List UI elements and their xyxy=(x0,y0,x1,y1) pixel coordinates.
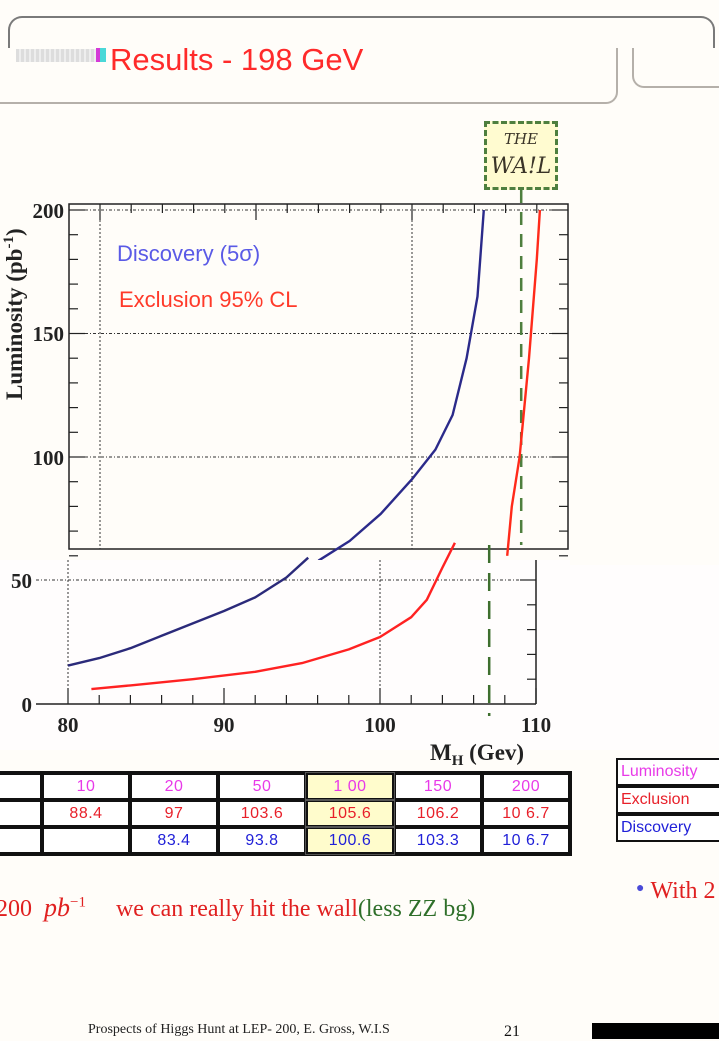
row-legend-luminosity: Luminosity xyxy=(616,758,719,787)
x-tick-label: 110 xyxy=(521,713,551,737)
bullet-icon: ● xyxy=(636,881,645,896)
x-axis-label-main: M xyxy=(430,740,452,765)
x-axis-label-unit: (Gev) xyxy=(463,740,524,765)
table-cell: 103.6 xyxy=(216,798,308,829)
panel-mask xyxy=(570,545,719,565)
conclusion-unit-text: pb xyxy=(44,893,70,922)
conclusion-main: we can really hit the wall xyxy=(115,896,358,922)
results-table: 10 20 50 1 00 150 200 88.4 97 103.6 105.… xyxy=(0,771,572,856)
y-axis-label-text: Luminosity (pb xyxy=(2,249,27,400)
table-cell: 200 xyxy=(480,771,572,802)
table-cell: 97 xyxy=(128,798,220,829)
x-tick-label: 80 xyxy=(58,713,79,737)
conclusion-unit-exp: −1 xyxy=(70,894,86,911)
table-row-exclusion: 88.4 97 103.6 105.6 106.2 10 6.7 xyxy=(0,798,572,829)
conclusion-note: (less ZZ bg) xyxy=(357,896,476,922)
title-side-box xyxy=(632,48,719,88)
x-tick-label: 100 xyxy=(364,713,396,737)
upper-y-tick-label: 200 xyxy=(33,199,65,223)
lower-series-exclusion xyxy=(91,542,456,691)
upper-y-tick-label: 150 xyxy=(33,322,65,346)
row-legend-table: Luminosity Exclusion Discovery xyxy=(616,758,719,842)
conclusion-unit: pb−1 xyxy=(44,893,86,922)
lower-y-tick-label: 50 xyxy=(11,569,32,593)
conclusion-text: 200 pb−1 we can really hit the wall(less… xyxy=(0,893,475,923)
the-wall-note: THE WA!L xyxy=(484,121,558,190)
table-row-luminosity: 10 20 50 1 00 150 200 xyxy=(0,771,572,802)
table-cell-highlighted: 100.6 xyxy=(304,825,396,856)
table-cell: 106.2 xyxy=(392,798,484,829)
upper-series-exclusion xyxy=(506,209,542,556)
y-axis-label-close: ) xyxy=(2,228,27,236)
slide-frame xyxy=(8,16,715,78)
lower-panel: 50 0 80 90 100 110 MH (Gev) xyxy=(0,542,719,769)
lower-y-tick-label: 0 xyxy=(22,693,33,717)
table-cell: 150 xyxy=(392,771,484,802)
footer-bar xyxy=(592,1023,719,1039)
title-artifact xyxy=(16,49,96,62)
wall-label-line1: THE xyxy=(503,130,539,148)
table-cell: 50 xyxy=(216,771,308,802)
table-row-label xyxy=(0,825,44,856)
lower-series-discovery xyxy=(67,556,310,667)
y-axis-label: Luminosity (pb-1) xyxy=(1,228,27,400)
table-cell: 10 xyxy=(40,771,132,802)
legend-exclusion: Exclusion 95% CL xyxy=(119,287,298,312)
legend-discovery: Discovery (5σ) xyxy=(117,241,260,266)
table-row-label xyxy=(0,798,44,829)
title-artifact xyxy=(100,48,106,62)
table-cell: 20 xyxy=(128,771,220,802)
right-bullet-text: With 2 xyxy=(650,878,716,904)
table-cell: 93.8 xyxy=(216,825,308,856)
x-tick-label: 90 xyxy=(214,713,235,737)
upper-y-tick-label: 100 xyxy=(33,446,65,470)
table-cell: 83.4 xyxy=(128,825,220,856)
conclusion-prefix: 200 xyxy=(0,896,32,922)
table-cell: 88.4 xyxy=(40,798,132,829)
slide-title: Results - 198 GeV xyxy=(110,42,364,77)
row-legend-discovery: Discovery xyxy=(616,812,719,842)
page-number: 21 xyxy=(504,1023,520,1040)
right-bullet: ● With 2 xyxy=(636,878,716,905)
table-cell-highlighted: 1 00 xyxy=(304,771,396,802)
table-cell: 103.3 xyxy=(392,825,484,856)
title-artifact xyxy=(96,48,100,62)
upper-panel: 200 150 100 Luminosity (pb-1) Discovery … xyxy=(1,190,569,562)
wall-label-line2: WA!L xyxy=(490,154,552,179)
table-cell: 10 6.7 xyxy=(480,825,572,856)
upper-series-discovery xyxy=(317,209,485,562)
table-row-discovery: 83.4 93.8 100.6 103.3 10 6.7 xyxy=(0,825,572,856)
footer-text: Prospects of Higgs Hunt at LEP- 200, E. … xyxy=(88,1022,390,1037)
x-axis-label: MH (Gev) xyxy=(430,740,524,769)
y-axis-label-exp: -1 xyxy=(1,236,17,249)
table-cell: 10 6.7 xyxy=(480,798,572,829)
table-cell xyxy=(40,825,132,856)
row-legend-exclusion: Exclusion xyxy=(616,784,719,815)
x-axis-label-sub: H xyxy=(452,753,464,769)
table-cell-highlighted: 105.6 xyxy=(304,798,396,829)
lower-panel-background xyxy=(0,560,719,750)
table-row-label xyxy=(0,771,44,802)
svg-text:Luminosity (pb-1): Luminosity (pb-1) xyxy=(1,228,27,400)
